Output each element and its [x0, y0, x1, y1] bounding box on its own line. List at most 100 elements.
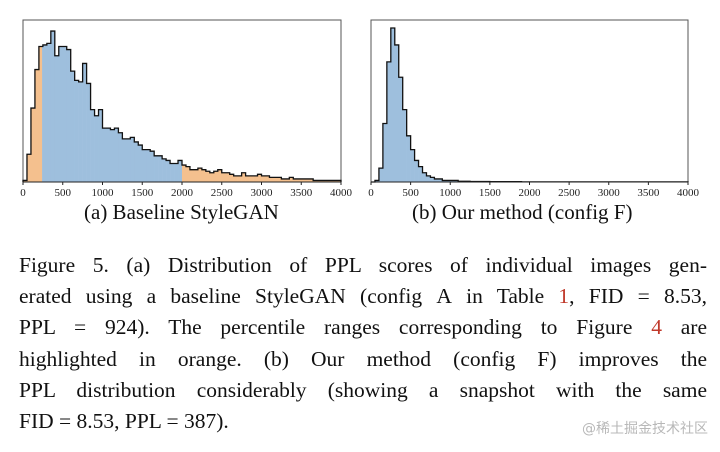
subcaption-b: (b) Our method (config F) [412, 200, 632, 225]
histogram-bar [54, 55, 60, 182]
x-tick-label: 2500 [211, 187, 234, 199]
histogram-bar [233, 175, 238, 182]
histogram-bar [378, 168, 384, 182]
histogram-bar [66, 49, 71, 183]
histogram-bar [321, 180, 326, 182]
histogram-bar [90, 109, 95, 182]
caption-line: PPL = 924). The percentile ranges corres… [19, 315, 707, 340]
figure-caption: Figure 5. (a) Distribution of PPL scores… [19, 250, 707, 437]
histogram-bar [329, 180, 334, 182]
histogram-bar [213, 171, 219, 182]
x-tick-label: 4000 [330, 187, 353, 199]
histogram-bar [154, 155, 159, 182]
histogram-bar [46, 43, 52, 183]
histogram-bar [201, 169, 207, 182]
histogram-bar [50, 31, 56, 182]
histogram-bar [261, 175, 266, 182]
histogram-bar [277, 177, 282, 182]
histogram-bar [94, 115, 99, 182]
x-tick-label: 0 [368, 187, 374, 199]
histogram-bar [269, 177, 274, 182]
histogram-bar [418, 166, 423, 182]
histogram-bar [221, 172, 227, 182]
histogram-bar [241, 172, 246, 182]
x-tick-label: 4000 [677, 187, 700, 199]
histogram-bar [438, 178, 443, 182]
histogram-bar [30, 108, 36, 182]
histogram-bar [23, 180, 28, 182]
histogram-bar [422, 172, 427, 182]
caption-line: erated using a baseline StyleGAN (config… [19, 284, 707, 309]
histogram-bar [82, 63, 87, 182]
histogram-bar [289, 177, 294, 182]
x-tick-label: 3500 [290, 187, 313, 199]
histogram-bar [34, 69, 40, 182]
x-tick-label: 1500 [131, 187, 154, 199]
histogram-bar [193, 169, 199, 182]
histogram-bar [390, 28, 396, 182]
histogram-bar [281, 178, 286, 182]
histogram-bar [134, 141, 139, 182]
cross-reference-link[interactable]: 4 [651, 315, 662, 340]
caption-line: Figure 5. (a) Distribution of PPL scores… [19, 253, 707, 277]
histogram-bar [185, 166, 191, 182]
histogram-bar [237, 175, 242, 182]
histogram-bar [434, 178, 439, 182]
cross-reference-link[interactable]: 1 [558, 284, 570, 309]
histogram-outline [371, 27, 689, 183]
histogram-bar [382, 123, 388, 182]
histogram-bar [174, 163, 179, 182]
caption-line: highlighted in orange. (b) Our method (c… [19, 346, 707, 371]
caption-line: FID = 8.53, PPL = 387). [19, 409, 229, 434]
plot-baseline: 0 500 1000 1500 2000 2500 3000 3500 4000 [20, 19, 353, 199]
histogram-bar [74, 80, 79, 182]
config-name: A [436, 284, 452, 309]
histogram-bar [317, 180, 322, 182]
histogram-bar [118, 132, 123, 182]
histogram-bar [86, 83, 91, 182]
subcaption-b-prefix: (b) Our method (config [412, 200, 614, 224]
x-tick-label: 1500 [479, 187, 502, 199]
x-tick-label: 2000 [171, 187, 194, 199]
histogram-bar [406, 135, 411, 182]
histogram-bar [410, 149, 415, 182]
histogram-bar [122, 138, 127, 182]
figure-charts: 0 500 1000 1500 2000 2500 3000 3500 4000 0 500 100… [20, 19, 700, 199]
plot-ours: 0 500 1000 1500 2000 2500 3000 3500 4000 [368, 19, 700, 199]
histogram-outline [22, 30, 342, 182]
histogram-bar [285, 178, 290, 182]
histogram-bar [333, 180, 338, 182]
subcaption-b-config: F [613, 200, 626, 224]
config-name: F [537, 346, 550, 371]
histogram-bar [114, 128, 119, 182]
histogram-bar [146, 149, 151, 182]
histogram-bar [217, 169, 223, 182]
histogram-bar [313, 180, 318, 182]
histogram-bar [98, 109, 103, 182]
histogram-bar [301, 178, 306, 182]
histogram-bar [337, 180, 342, 182]
histogram-bar [62, 46, 68, 183]
histogram-bar [70, 71, 75, 182]
subcaption-a: (a) Baseline StyleGAN [84, 200, 279, 224]
histogram-bar [178, 160, 183, 182]
histogram-bar [182, 165, 187, 182]
histogram-bar [414, 160, 419, 182]
histogram-bar [197, 168, 203, 182]
histogram-bar [386, 61, 392, 182]
histogram-bar [325, 180, 330, 182]
histogram-bar [225, 172, 230, 182]
histogram-bar [297, 178, 302, 182]
histogram-bar [229, 174, 234, 182]
histogram-bar [166, 160, 171, 182]
histogram-bar [293, 178, 298, 182]
histogram-bar [245, 175, 250, 182]
x-tick-label: 3000 [251, 187, 274, 199]
histogram-bar [305, 178, 310, 182]
histogram-bar [257, 174, 262, 182]
histogram-bar [450, 180, 455, 182]
x-tick-label: 0 [20, 187, 26, 199]
x-tick-label: 3500 [637, 187, 660, 199]
histogram-bar [38, 46, 43, 183]
histogram-bar [209, 172, 215, 182]
